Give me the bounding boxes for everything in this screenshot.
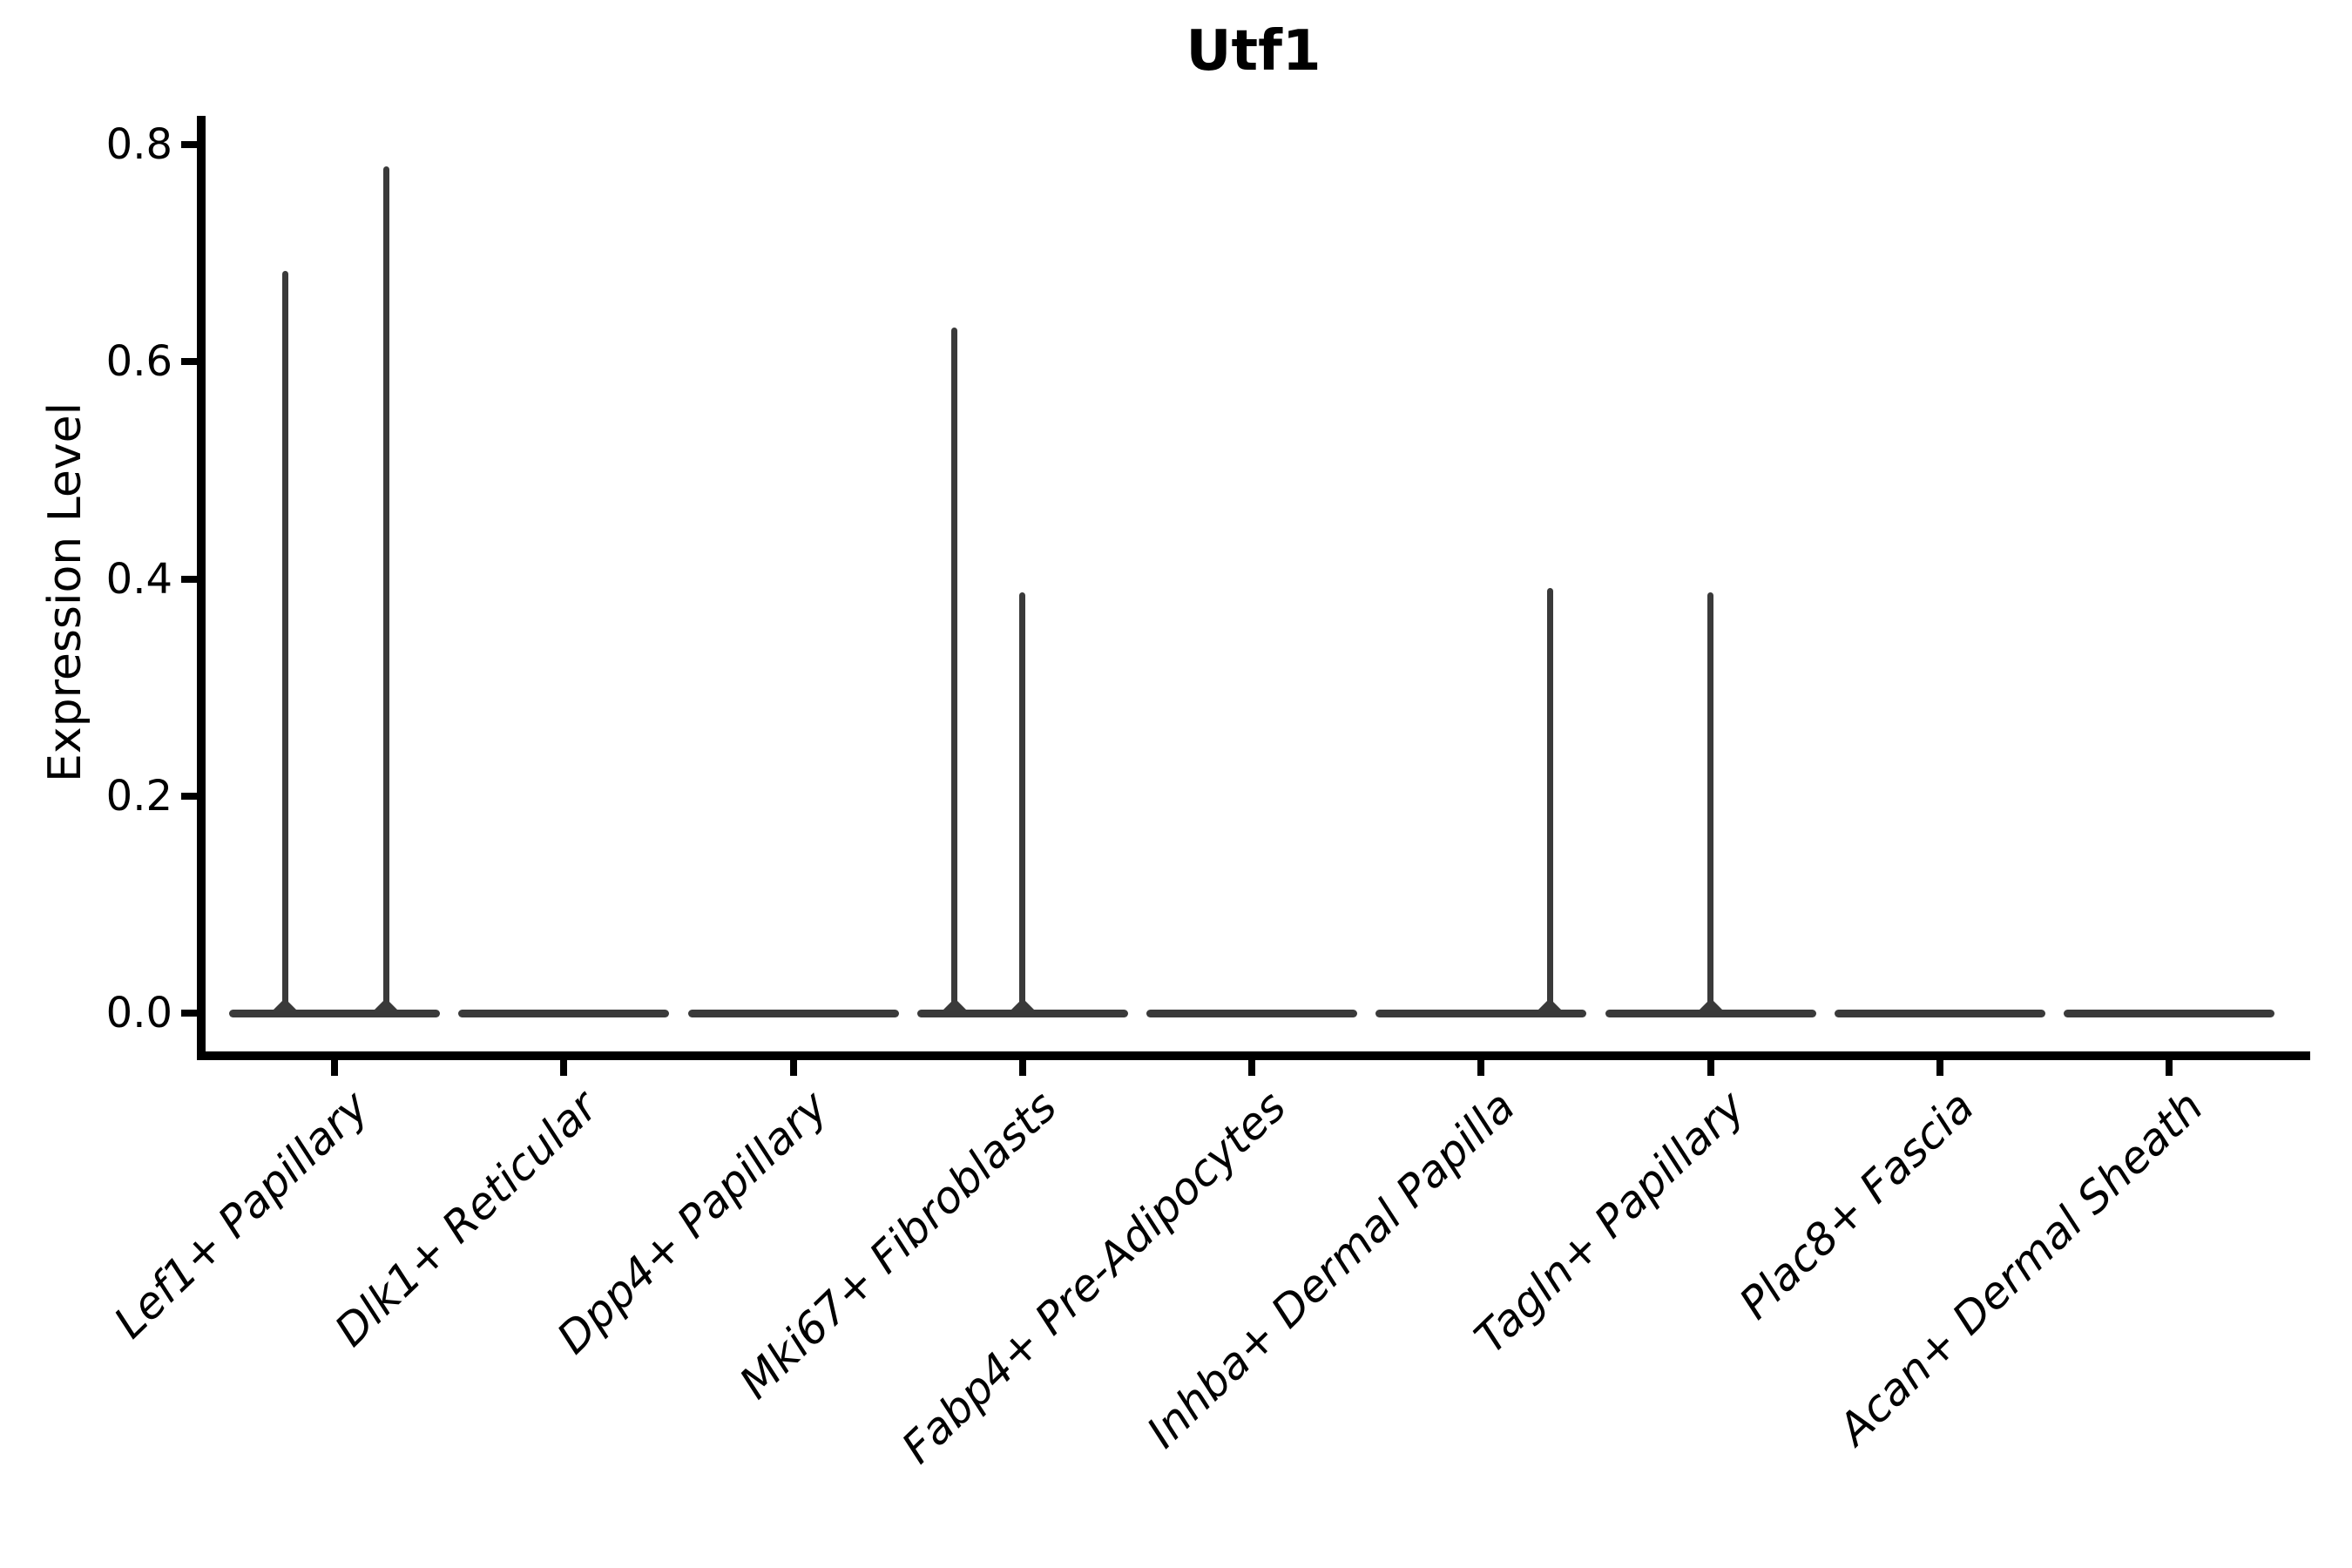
y-axis-spine (197, 116, 206, 1060)
x-tick (1936, 1060, 1943, 1076)
expression-spike (1019, 591, 1026, 1013)
chart-title: Utf1 (1186, 19, 1321, 84)
x-tick (1248, 1060, 1255, 1076)
x-axis-spine (197, 1051, 2310, 1060)
x-tick (331, 1060, 338, 1076)
expression-spike (281, 270, 288, 1013)
x-tick (1707, 1060, 1714, 1076)
violin-baseline (1834, 1009, 2045, 1017)
spike-base-flare (274, 997, 297, 1010)
x-tick (1477, 1060, 1485, 1076)
spike-base-flare (1538, 997, 1562, 1010)
violin-baseline (1605, 1009, 1816, 1017)
violin-baseline (1146, 1009, 1357, 1017)
spike-base-flare (375, 997, 398, 1010)
x-tick-label: Plac8+ Fascia (1729, 1081, 1984, 1329)
x-tick (789, 1060, 797, 1076)
x-tick-label: Fabp4+ Pre-Adipocytes (892, 1081, 1296, 1474)
x-tick-label: Inhba+ Dermal Papilla (1137, 1081, 1525, 1458)
y-tick-label: 0.4 (105, 554, 172, 604)
expression-spike (951, 327, 958, 1013)
spike-base-flare (1010, 997, 1034, 1010)
violin-baseline (916, 1009, 1128, 1017)
expression-spike (1546, 587, 1553, 1013)
expression-spike (1707, 591, 1713, 1013)
x-tick (1018, 1060, 1026, 1076)
x-tick (2166, 1060, 2173, 1076)
y-tick-label: 0.6 (105, 337, 172, 387)
y-tick (181, 792, 197, 800)
y-tick-label: 0.0 (105, 989, 172, 1037)
y-tick-label: 0.2 (105, 771, 172, 821)
x-tick (560, 1060, 568, 1076)
violin-baseline (687, 1009, 899, 1017)
y-tick (181, 575, 197, 583)
violin-baseline (1375, 1009, 1587, 1017)
y-tick (181, 141, 197, 149)
y-tick-label: 0.8 (105, 120, 172, 170)
violin-baseline (2064, 1009, 2274, 1017)
expression-spike (382, 166, 389, 1013)
violin-baseline (229, 1009, 440, 1017)
y-tick (181, 1010, 197, 1017)
violin-baseline (458, 1009, 670, 1017)
y-tick (181, 358, 197, 366)
x-tick-label: Lef1+ Papillary (104, 1081, 379, 1348)
spike-base-flare (943, 997, 966, 1010)
spike-base-flare (1699, 997, 1722, 1010)
